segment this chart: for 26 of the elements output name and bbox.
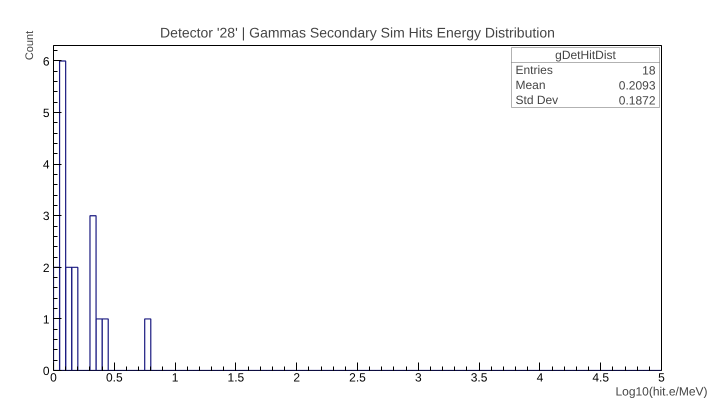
- annotation: 0.2093: [618, 78, 656, 92]
- annotation: Std Dev: [516, 93, 558, 107]
- annotation: Mean: [516, 78, 546, 92]
- y-tick-label: 6: [42, 54, 50, 68]
- x-tick-label: 2: [293, 370, 300, 384]
- x-tick-label: 5: [658, 370, 666, 384]
- x-tick-label: 3.5: [470, 370, 488, 384]
- y-tick-label: 3: [42, 209, 50, 224]
- y-tick-label: 5: [42, 106, 50, 120]
- y-tick-label: 1: [42, 312, 50, 326]
- chart-title: Detector '28' | Gammas Secondary Sim Hits Energy Distribution: [160, 24, 555, 40]
- x-axis-title: Log10(hit.e/MeV): [615, 384, 708, 398]
- annotation: Entries: [516, 63, 553, 77]
- x-tick-label: 1.5: [228, 370, 245, 384]
- y-tick-label: 4: [42, 158, 50, 172]
- y-axis-title: Count: [24, 30, 36, 60]
- y-tick-label: 2: [42, 260, 50, 275]
- x-tick-label: 3: [414, 370, 422, 384]
- x-tick-label: 4.5: [592, 370, 610, 384]
- x-tick-label: 1: [172, 370, 179, 384]
- x-tick-label: 0.5: [106, 370, 123, 384]
- annotation: 18: [642, 64, 656, 78]
- x-tick-label: 2.5: [349, 370, 366, 384]
- annotation: 0.1872: [618, 94, 656, 108]
- annotation: gDetHitDist: [555, 48, 617, 62]
- x-tick-label: 4: [536, 370, 544, 384]
